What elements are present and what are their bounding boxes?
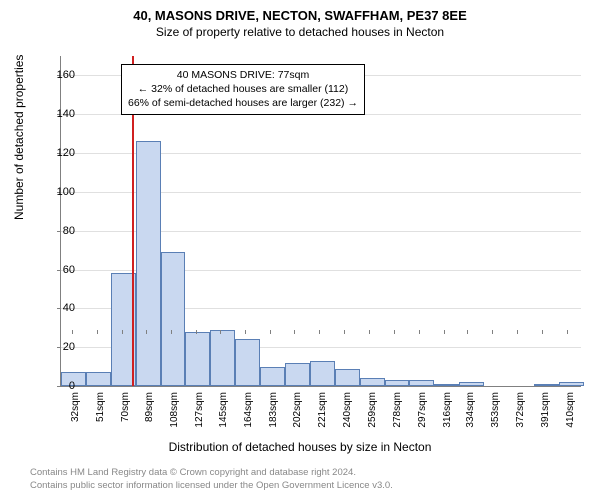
xtick-label: 89sqm: [144, 392, 155, 432]
chart-title: 40, MASONS DRIVE, NECTON, SWAFFHAM, PE37…: [0, 0, 600, 23]
histogram-bar: [434, 384, 459, 386]
xtick-mark: [72, 330, 73, 334]
ytick-label: 0: [69, 380, 75, 392]
xtick-mark: [517, 330, 518, 334]
xtick-mark: [419, 330, 420, 334]
ytick-label: 160: [57, 69, 75, 81]
histogram-bar: [260, 367, 285, 386]
xtick-mark: [492, 330, 493, 334]
ytick-mark: [57, 308, 61, 309]
footer-attribution: Contains HM Land Registry data © Crown c…: [30, 467, 393, 492]
xtick-label: 297sqm: [417, 392, 428, 432]
xtick-label: 51sqm: [95, 392, 106, 432]
xtick-mark: [146, 330, 147, 334]
xtick-label: 353sqm: [490, 392, 501, 432]
xtick-mark: [270, 330, 271, 334]
xtick-label: 70sqm: [120, 392, 131, 432]
xtick-mark: [97, 330, 98, 334]
xtick-mark: [567, 330, 568, 334]
histogram-bar: [385, 380, 410, 386]
histogram-bar: [161, 252, 186, 386]
ytick-label: 80: [63, 225, 75, 237]
xtick-label: 372sqm: [515, 392, 526, 432]
xtick-mark: [220, 330, 221, 334]
histogram-bar: [285, 363, 310, 386]
xtick-label: 32sqm: [70, 392, 81, 432]
xtick-label: 145sqm: [218, 392, 229, 432]
xtick-label: 183sqm: [268, 392, 279, 432]
xtick-mark: [444, 330, 445, 334]
xtick-mark: [394, 330, 395, 334]
histogram-bar: [335, 369, 360, 386]
annotation-callout: 40 MASONS DRIVE: 77sqm ← 32% of detached…: [121, 64, 365, 115]
histogram-bar: [360, 378, 385, 386]
ytick-label: 120: [57, 147, 75, 159]
histogram-bar: [310, 361, 335, 386]
xtick-mark: [245, 330, 246, 334]
xtick-label: 164sqm: [243, 392, 254, 432]
y-axis-label: Number of detached properties: [12, 55, 26, 220]
annotation-line: 66% of semi-detached houses are larger (…: [128, 96, 358, 110]
histogram-bar: [185, 332, 210, 386]
ytick-mark: [57, 347, 61, 348]
footer-line: Contains public sector information licen…: [30, 480, 393, 492]
annotation-line: ← 32% of detached houses are smaller (11…: [128, 82, 358, 96]
xtick-mark: [369, 330, 370, 334]
xtick-mark: [171, 330, 172, 334]
histogram-bar: [210, 330, 235, 386]
xtick-label: 410sqm: [565, 392, 576, 432]
xtick-label: 334sqm: [465, 392, 476, 432]
plot-area: 40 MASONS DRIVE: 77sqm ← 32% of detached…: [60, 56, 581, 387]
histogram-bar: [136, 141, 161, 386]
xtick-mark: [319, 330, 320, 334]
ytick-label: 40: [63, 302, 75, 314]
ytick-label: 20: [63, 341, 75, 353]
histogram-bar: [459, 382, 484, 386]
xtick-mark: [344, 330, 345, 334]
xtick-label: 259sqm: [367, 392, 378, 432]
annotation-line: 40 MASONS DRIVE: 77sqm: [128, 68, 358, 82]
xtick-mark: [196, 330, 197, 334]
xtick-label: 391sqm: [540, 392, 551, 432]
ytick-mark: [57, 270, 61, 271]
xtick-label: 202sqm: [292, 392, 303, 432]
histogram-bar: [409, 380, 434, 386]
xtick-label: 278sqm: [392, 392, 403, 432]
ytick-label: 140: [57, 108, 75, 120]
xtick-label: 240sqm: [342, 392, 353, 432]
footer-line: Contains HM Land Registry data © Crown c…: [30, 467, 393, 479]
ytick-mark: [57, 231, 61, 232]
chart-subtitle: Size of property relative to detached ho…: [0, 23, 600, 39]
xtick-label: 316sqm: [442, 392, 453, 432]
histogram-bar: [534, 384, 559, 386]
ytick-label: 60: [63, 264, 75, 276]
xtick-mark: [122, 330, 123, 334]
xtick-label: 108sqm: [169, 392, 180, 432]
x-axis-label: Distribution of detached houses by size …: [0, 440, 600, 454]
chart-container: 40, MASONS DRIVE, NECTON, SWAFFHAM, PE37…: [0, 0, 600, 500]
ytick-mark: [57, 386, 61, 387]
xtick-mark: [294, 330, 295, 334]
histogram-bar: [559, 382, 584, 386]
histogram-bar: [235, 339, 260, 386]
xtick-label: 127sqm: [194, 392, 205, 432]
xtick-mark: [542, 330, 543, 334]
histogram-bar: [86, 372, 111, 386]
ytick-label: 100: [57, 186, 75, 198]
xtick-mark: [467, 330, 468, 334]
xtick-label: 221sqm: [317, 392, 328, 432]
